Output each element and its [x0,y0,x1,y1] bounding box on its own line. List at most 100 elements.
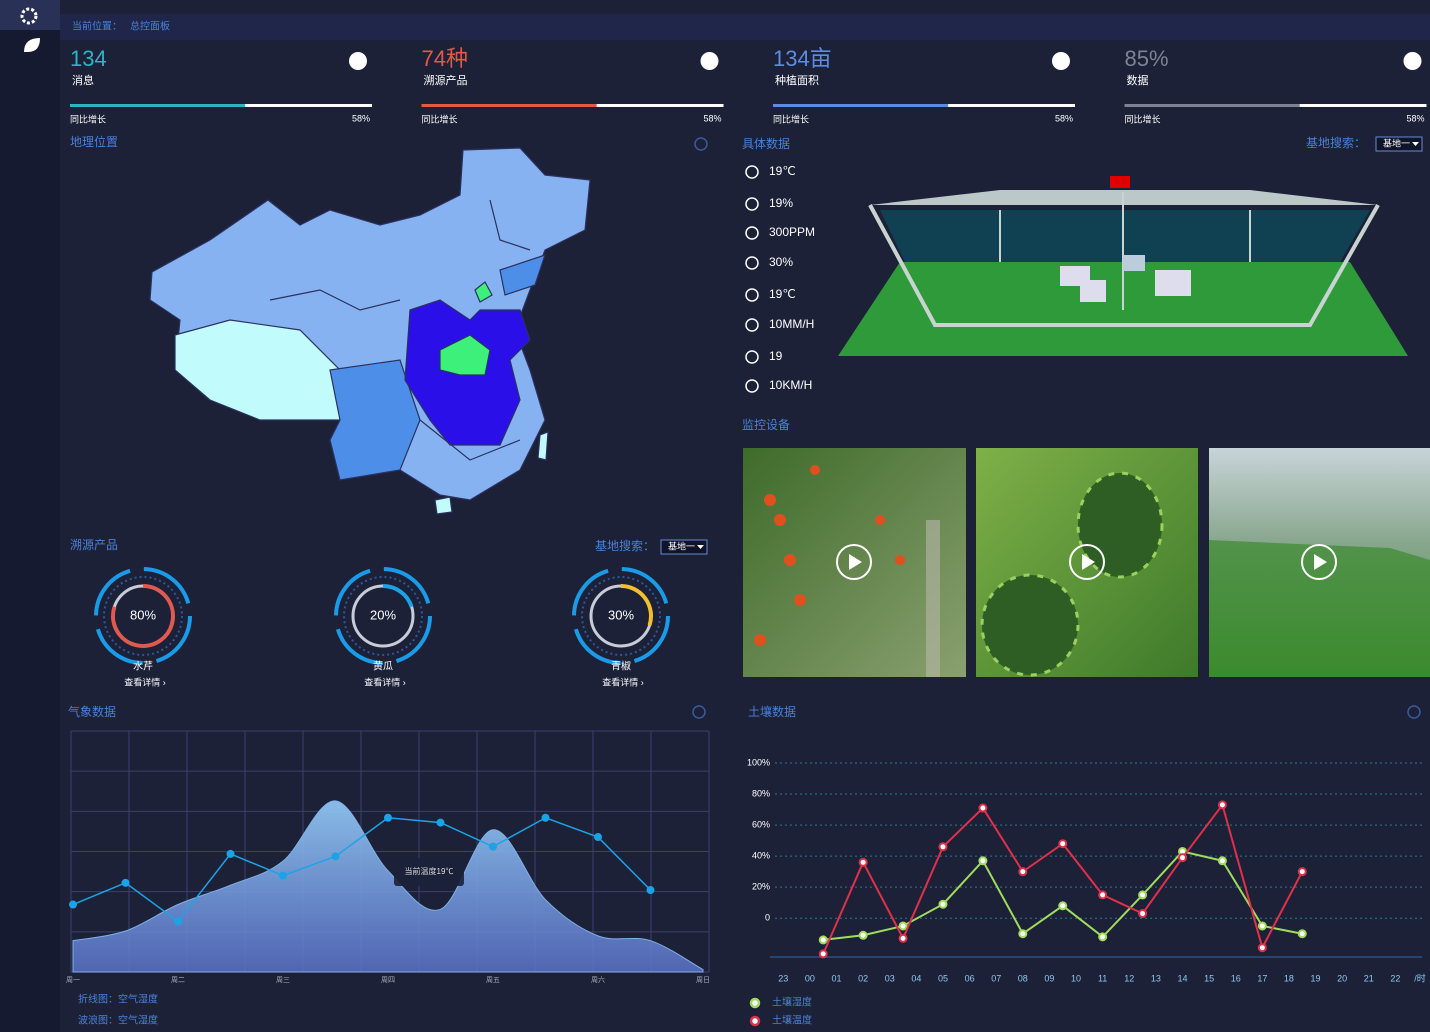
data-point[interactable] [1098,890,1108,900]
stat-label: 溯源产品 [424,73,468,87]
data-point[interactable] [541,813,550,822]
x-tick-label: 周一 [66,976,80,984]
data-point[interactable] [1058,839,1068,849]
breadcrumb-current[interactable]: 总控面板 [130,20,170,33]
play-button[interactable] [1069,544,1105,580]
stat-icon [1403,52,1422,70]
province-border [419,419,521,461]
greenhouse-model [838,176,1408,356]
leaf-icon[interactable] [24,38,40,52]
data-point[interactable] [174,917,182,926]
data-point[interactable] [1018,929,1028,939]
env-reading: 10KM/H [769,378,812,392]
progress-fill [1124,104,1300,107]
data-point[interactable] [436,818,445,827]
product-name: 水芹 [133,661,153,673]
map-region[interactable] [434,496,453,515]
gauge-value [382,584,414,608]
select-caret [697,545,704,549]
detail-link[interactable]: 查看详情 › [602,676,644,687]
data-point[interactable] [1058,901,1068,911]
settings-icon[interactable] [694,137,708,151]
search-select[interactable] [660,539,708,555]
data-point[interactable] [978,856,988,866]
data-point[interactable] [818,949,828,959]
flower-icon[interactable] [20,7,38,25]
map-region[interactable] [537,431,549,461]
play-button[interactable] [1301,544,1337,580]
data-point[interactable] [938,899,948,909]
search-value[interactable]: 基地一 [668,540,695,551]
series-line [822,802,1304,955]
data-point[interactable] [69,900,77,909]
data-point[interactable] [898,933,908,943]
data-point[interactable] [646,886,655,895]
map-region[interactable] [439,334,491,376]
detail-link[interactable]: 查看详情 › [364,676,406,687]
data-point[interactable] [858,930,868,940]
env-reading: 19% [769,196,793,210]
y-tick-label: 100% [747,757,770,767]
data-point[interactable] [331,852,340,861]
settings-icon[interactable] [692,705,706,719]
legend-label: 波浪图：空气湿度 [78,1014,158,1027]
gauge-label: 30% [608,607,634,622]
search-value[interactable]: 基地一 [1383,137,1410,148]
data-point[interactable] [384,813,392,822]
x-tick-label: 14 [1177,973,1187,983]
x-tick-label: 周四 [381,976,395,984]
map-region[interactable] [474,281,493,303]
gauge-ring [343,576,423,656]
settings-icon[interactable] [1407,705,1421,719]
env-icon [745,288,759,302]
data-point[interactable] [938,842,948,852]
data-point[interactable] [978,803,988,813]
data-point[interactable] [858,857,868,867]
data-point[interactable] [594,833,602,842]
map-region[interactable] [329,359,421,481]
data-point[interactable] [898,921,908,931]
data-point[interactable] [1257,921,1267,931]
gauge-ring [581,576,661,656]
x-tick-label: 19 [1311,973,1321,983]
x-tick-label: 11 [1098,973,1107,983]
data-point[interactable] [121,878,130,887]
x-tick-label: 00 [805,973,815,983]
data-point[interactable] [1018,867,1028,877]
x-tick-label: 12 [1124,973,1134,983]
detail-link[interactable]: 查看详情 › [124,676,166,687]
play-icon [1314,554,1327,570]
y-tick-label: 40% [752,850,770,860]
province-border [269,289,401,311]
data-point[interactable] [1217,856,1227,866]
map-region[interactable] [499,254,546,296]
province-border [489,199,531,251]
data-point[interactable] [226,849,235,858]
data-point[interactable] [1098,932,1108,942]
play-icon [849,554,862,570]
data-point[interactable] [1297,867,1307,877]
data-point[interactable] [1138,890,1148,900]
greenhouse-sensor[interactable] [1110,176,1130,188]
data-point[interactable] [818,935,828,945]
growth-label: 同比增长 [422,113,458,124]
x-tick-label: 09 [1044,973,1054,983]
panel-title: 溯源产品 [70,537,118,552]
gauge-ring [103,576,183,656]
x-tick-label: 13 [1151,973,1161,983]
legend-label: 土壤湿度 [772,996,812,1009]
breadcrumb-bar [60,14,1430,40]
data-point[interactable] [279,871,287,880]
data-point[interactable] [1177,853,1187,863]
data-point[interactable] [1257,943,1267,953]
data-point[interactable] [1138,909,1148,919]
search-select[interactable] [1375,136,1423,152]
play-button[interactable] [836,544,872,580]
x-tick-label: 04 [911,973,921,983]
data-point[interactable] [1217,800,1227,810]
y-tick-label: 60% [752,819,770,829]
sidebar-active[interactable] [0,0,60,30]
env-icon [745,350,759,364]
data-point[interactable] [489,842,497,851]
data-point[interactable] [1297,929,1307,939]
